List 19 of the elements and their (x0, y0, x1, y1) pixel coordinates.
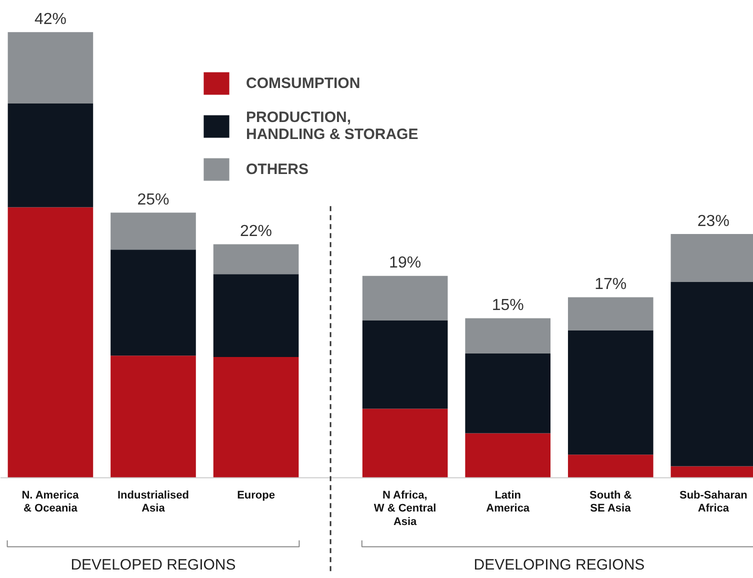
text: DEVELOPING REGIONS (474, 556, 645, 574)
annotation: 25% (137, 191, 170, 208)
annotation: 17% (594, 276, 627, 294)
x-tick-label: Europe (237, 489, 275, 502)
annotation: 23% (697, 212, 730, 230)
x-tick-label: Latin America (486, 489, 530, 515)
legend-label: COMSUMPTION (246, 74, 360, 92)
x-tick-label: Industrialised Asia (117, 489, 190, 515)
x-tick-label: South & SE Asia (590, 489, 632, 515)
text: DEVELOPED REGIONS (70, 556, 236, 574)
x-tick-label: Sub-Saharan Africa (679, 489, 748, 515)
annotation: 42% (34, 10, 66, 28)
legend-label: OTHERS (246, 160, 309, 178)
annotation: 19% (389, 254, 422, 272)
annotation: 22% (240, 223, 272, 240)
annotation: 15% (492, 297, 524, 314)
legend-label: PRODUCTION, HANDLING & STORAGE (246, 109, 418, 143)
x-tick-label: N Africa, W & Central Asia (374, 489, 436, 528)
x-tick-label: N. America & Oceania (22, 489, 80, 515)
